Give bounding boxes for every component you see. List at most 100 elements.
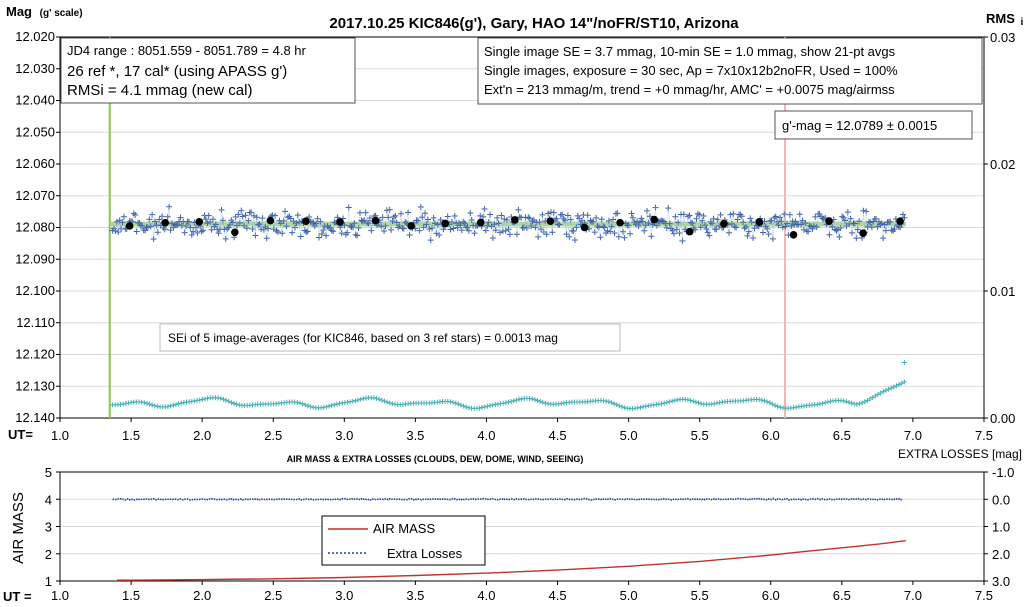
individual-point [149,211,156,218]
individual-point [820,216,827,223]
individual-point [234,222,241,229]
y-axis-label-suffix: (g' scale) [40,8,83,19]
individual-link [550,212,553,233]
individual-point [152,218,159,225]
individual-point [693,215,700,222]
individual-point [605,217,612,224]
y-tick-label: 12.140 [15,410,55,425]
individual-point [328,227,335,234]
rms-point [857,401,863,407]
individual-link [151,214,154,239]
individual-link [133,213,136,216]
individual-link [597,225,600,228]
individual-point [388,226,395,233]
individual-link [332,222,335,232]
rms-point [347,399,353,405]
individual-point [183,222,190,229]
rms-point [619,404,625,410]
individual-point [316,234,323,241]
rms-point [234,401,240,407]
individual-link [864,211,867,233]
individual-point [252,232,259,239]
average-point [125,222,134,230]
individual-point [161,226,168,233]
individual-link [747,231,750,237]
individual-link [841,216,844,218]
individual-point [528,222,535,229]
individual-link [782,214,785,228]
individual-link [352,223,355,228]
bottom-x-tick-label: 7.5 [975,588,993,603]
individual-point [173,222,180,229]
rms-point [374,395,380,401]
individual-link [181,221,184,226]
individual-link [389,209,392,230]
x-tick-label: 5.5 [691,428,709,443]
bottom-y2-ticks: -1.0 0.0 1.0 2.0 3.0 [984,465,1014,589]
individual-point [429,225,436,232]
individual-point [629,214,636,221]
rms-point [693,399,699,405]
bottom-y-axis-label: AIR MASS [10,492,27,564]
individual-link [706,228,709,233]
individual-point [538,226,545,233]
x-tick-label: 3.0 [335,428,353,443]
average-point [371,216,380,225]
average-point [720,219,728,228]
individual-point [282,208,289,215]
individual-point [355,224,362,231]
individual-link [573,231,576,241]
individual-point [620,228,627,235]
individual-point [658,217,665,224]
individual-point [287,215,294,222]
rms-point [870,394,876,400]
rms-point [542,400,548,406]
rms-point [334,401,340,407]
rms-point [893,383,899,389]
individual-point [304,228,311,235]
individual-point [139,222,146,229]
rms-point [875,391,881,397]
individual-link [436,224,439,234]
average-point [231,228,239,237]
individual-point [713,226,720,233]
info-left-line-2: 26 ref *, 17 cal* (using APASS g') [67,63,287,80]
individual-link [776,221,779,226]
individual-link [632,217,635,223]
individual-link [477,223,480,226]
bottom-x-tick-label: 3.0 [335,588,353,603]
rms-point [664,400,670,406]
rms-point [350,398,356,404]
individual-point [361,217,368,224]
rms-point [772,402,778,408]
individual-link [178,217,181,222]
individual-point [549,229,556,236]
info-left-line-3: RMSi = 4.1 mmag (new cal) [67,82,252,99]
individual-point [115,229,122,236]
bottom-y-tick-label: 3 [45,520,52,535]
rms-point [843,399,849,405]
rms-point [825,399,831,405]
rms-point [141,400,147,406]
rms-point [880,389,886,395]
individual-link [594,217,597,233]
individual-link [327,226,330,229]
average-point [476,218,485,227]
x-tick-label: 1.5 [122,428,140,443]
individual-point [398,210,405,217]
individual-point [447,226,454,233]
bottom-y2-tick-label: 1.0 [992,520,1010,535]
average-point [859,229,867,238]
average-point [616,218,624,227]
individual-point [584,212,591,219]
individual-link [201,230,204,232]
individual-point [450,225,457,232]
individual-link [587,215,590,229]
individual-link [708,221,711,236]
individual-point [444,213,451,220]
rms-point [326,403,332,409]
individual-link [132,213,135,222]
individual-link [242,216,245,226]
individual-point [219,217,226,224]
individual-link [546,213,549,235]
